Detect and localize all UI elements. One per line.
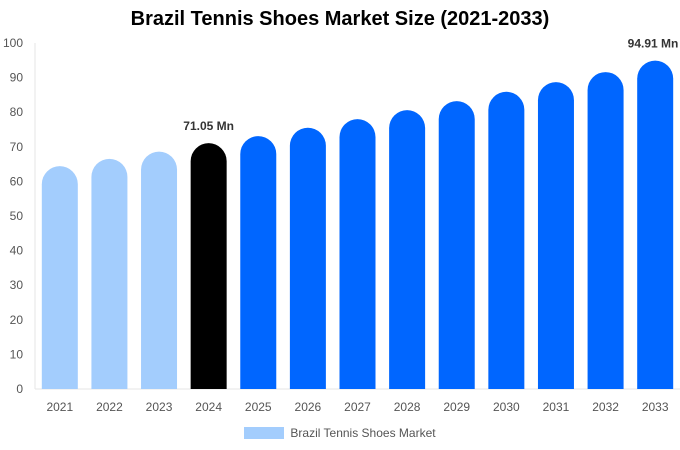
x-tick-label: 2031 — [543, 400, 570, 414]
y-tick-label: 20 — [10, 313, 24, 327]
data-label-2024: 71.05 Mn — [183, 119, 234, 133]
bar-2029 — [438, 101, 475, 390]
bar-2027 — [339, 119, 376, 389]
bar-2025 — [240, 136, 277, 389]
bar-2022 — [91, 158, 128, 389]
x-tick-label: 2029 — [443, 400, 470, 414]
x-tick-label: 2022 — [96, 400, 123, 414]
x-tick-label: 2028 — [394, 400, 421, 414]
bar-2021 — [41, 166, 78, 389]
y-tick-label: 40 — [10, 244, 24, 258]
x-tick-label: 2030 — [493, 400, 520, 414]
data-label-2033: 94.91 Mn — [628, 37, 679, 51]
y-tick-label: 100 — [3, 36, 23, 50]
x-tick-label: 2026 — [295, 400, 322, 414]
y-tick-label: 80 — [10, 105, 24, 119]
y-tick-label: 90 — [10, 71, 24, 85]
bar-2026 — [289, 127, 326, 389]
bar-2033 — [637, 60, 674, 390]
y-tick-label: 30 — [10, 278, 24, 292]
bar-2024 — [190, 143, 227, 389]
bar-2028 — [389, 110, 426, 389]
x-tick-label: 2021 — [46, 400, 73, 414]
y-tick-label: 10 — [10, 347, 24, 361]
bar-2031 — [537, 82, 574, 390]
legend-swatch — [244, 427, 285, 439]
y-tick-label: 0 — [16, 382, 23, 396]
bar-2023 — [141, 151, 178, 389]
x-tick-label: 2025 — [245, 400, 272, 414]
y-tick-label: 50 — [10, 209, 24, 223]
x-tick-label: 2033 — [642, 400, 669, 414]
x-tick-label: 2027 — [344, 400, 371, 414]
y-tick-label: 70 — [10, 140, 24, 154]
y-tick-label: 60 — [10, 174, 24, 188]
x-tick-label: 2023 — [146, 400, 173, 414]
x-tick-label: 2032 — [592, 400, 619, 414]
chart-title: Brazil Tennis Shoes Market Size (2021-20… — [130, 8, 550, 30]
legend-label[interactable]: Brazil Tennis Shoes Market — [290, 426, 436, 440]
x-tick-label: 2024 — [195, 400, 222, 414]
legend: Brazil Tennis Shoes Market — [0, 426, 680, 440]
bar-2030 — [488, 91, 525, 390]
bar-2032 — [587, 72, 624, 390]
